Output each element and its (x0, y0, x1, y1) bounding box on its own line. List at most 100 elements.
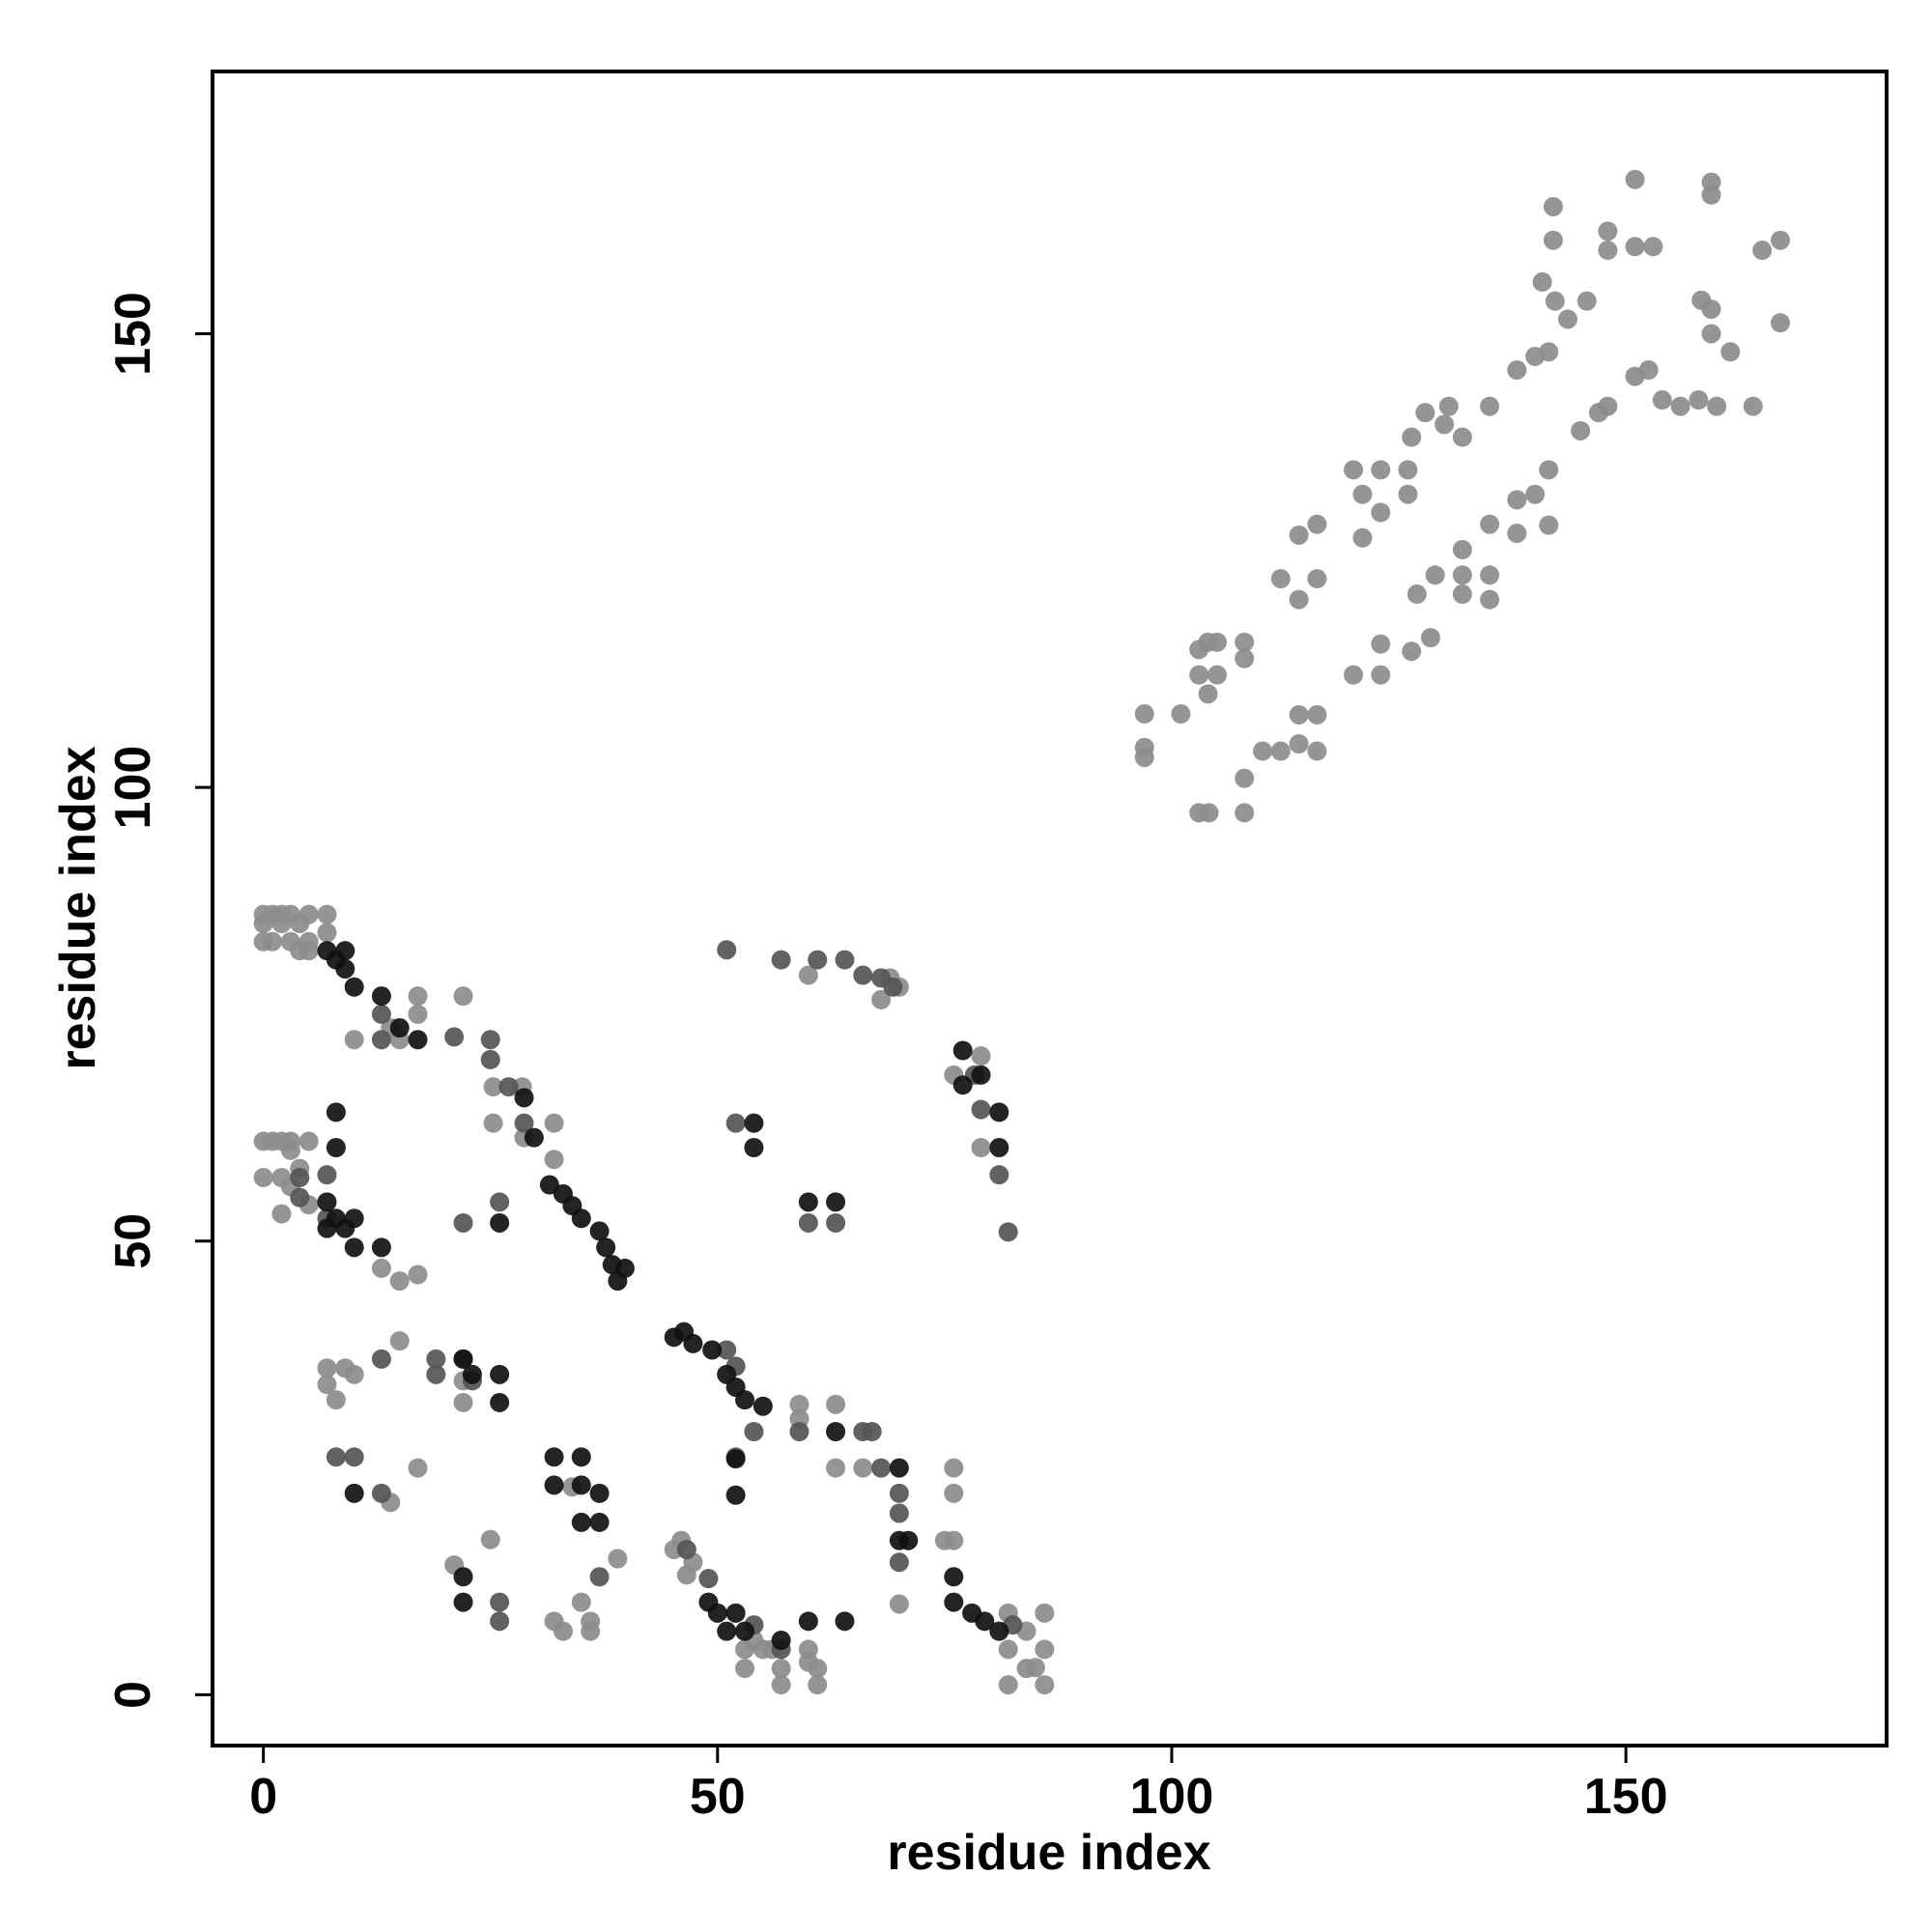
point (771, 1631, 791, 1651)
point (426, 1364, 446, 1384)
point (453, 1567, 473, 1587)
point (871, 1458, 892, 1478)
point (1507, 490, 1527, 510)
point (253, 913, 273, 933)
point (798, 1611, 818, 1632)
point (971, 1099, 991, 1120)
point (1707, 396, 1727, 416)
x-tick-label: 50 (690, 1769, 746, 1825)
point (453, 986, 473, 1007)
point (1207, 665, 1227, 685)
point (371, 1349, 391, 1369)
point (1235, 648, 1255, 668)
point (826, 1212, 846, 1233)
point (952, 1040, 973, 1061)
point (280, 1140, 300, 1160)
point (1701, 185, 1721, 205)
point (889, 1552, 909, 1573)
point (253, 1168, 273, 1188)
point (835, 1611, 855, 1632)
point (596, 1237, 616, 1258)
point (1398, 484, 1418, 504)
point (389, 1271, 410, 1292)
point (1235, 803, 1255, 823)
point (989, 1102, 1009, 1122)
point (883, 977, 903, 997)
point (862, 1422, 882, 1442)
point (725, 1113, 746, 1133)
point (1270, 569, 1291, 589)
point (371, 1237, 391, 1258)
point (490, 1392, 510, 1412)
point (744, 1422, 764, 1442)
point (944, 1483, 964, 1503)
point (771, 1659, 791, 1679)
point (898, 1530, 919, 1550)
point (317, 1165, 337, 1185)
point (1289, 525, 1309, 545)
point (1035, 1675, 1055, 1695)
point (1435, 414, 1455, 435)
point (1480, 565, 1500, 585)
point (344, 1237, 364, 1258)
point (589, 1483, 610, 1503)
point (753, 1396, 773, 1416)
point (1398, 460, 1418, 480)
point (1371, 460, 1391, 480)
point (944, 1458, 964, 1478)
point (989, 1165, 1009, 1185)
point (1420, 628, 1440, 648)
point (975, 1611, 995, 1632)
point (826, 1394, 846, 1414)
point (1598, 241, 1618, 261)
point (1598, 221, 1618, 242)
point (1452, 565, 1472, 585)
point (1189, 665, 1209, 685)
y-tick-label: 150 (105, 292, 161, 376)
point (1625, 169, 1645, 189)
point (335, 958, 355, 979)
point (1035, 1639, 1055, 1660)
point (1532, 271, 1552, 292)
point (1691, 290, 1712, 310)
y-tick-label: 50 (105, 1213, 161, 1269)
point (1134, 704, 1154, 724)
point (371, 986, 391, 1007)
point (290, 913, 310, 933)
point (453, 1592, 473, 1612)
point (344, 1483, 364, 1503)
point (544, 1113, 564, 1133)
point (326, 1102, 346, 1122)
point (998, 1639, 1018, 1660)
point (1598, 396, 1618, 416)
point (326, 1447, 346, 1467)
point (544, 1475, 564, 1495)
point (735, 1659, 755, 1679)
point (1625, 237, 1645, 257)
point (1438, 396, 1459, 416)
point (989, 1621, 1009, 1641)
point (1307, 514, 1327, 534)
point (317, 1192, 337, 1212)
point (389, 1331, 410, 1351)
point (725, 1603, 746, 1623)
point (971, 1065, 991, 1085)
point (271, 1204, 292, 1224)
point (798, 1192, 818, 1212)
point (1643, 237, 1663, 257)
point (789, 1394, 810, 1414)
point (789, 1422, 810, 1442)
point (480, 1049, 500, 1069)
point (853, 965, 873, 985)
point (344, 1447, 364, 1467)
point (317, 923, 337, 943)
point (1235, 632, 1255, 652)
point (571, 1475, 591, 1495)
point (453, 1212, 473, 1233)
point (835, 950, 855, 970)
point (1371, 634, 1391, 654)
point (808, 1675, 828, 1695)
point (514, 1088, 534, 1108)
point (971, 1138, 991, 1158)
point (317, 1358, 337, 1378)
